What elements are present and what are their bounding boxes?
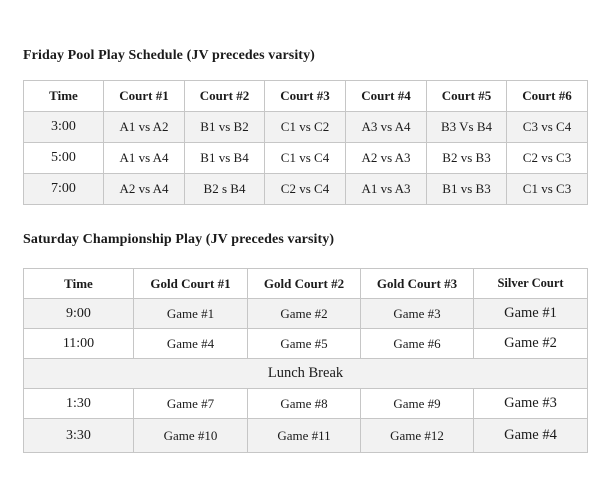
game-cell: Game #3: [360, 298, 474, 329]
match-cell: A2 vs A3: [345, 142, 427, 174]
friday-header-court-1: Court #1: [103, 80, 185, 112]
saturday-schedule-table: Time Gold Court #1 Gold Court #2 Gold Co…: [23, 268, 588, 453]
saturday-schedule-title: Saturday Championship Play (JV precedes …: [23, 232, 335, 247]
match-cell: C1 vs C2: [264, 111, 346, 143]
match-cell: C2 vs C4: [264, 173, 346, 205]
silver-game-cell: Game #3: [473, 388, 588, 419]
time-cell: 7:00: [23, 173, 104, 205]
time-cell: 11:00: [23, 328, 134, 359]
game-cell: Game #12: [360, 418, 474, 453]
friday-header-court-3: Court #3: [264, 80, 346, 112]
game-cell: Game #11: [247, 418, 361, 453]
saturday-row-130: 1:30 Game #7 Game #8 Game #9 Game #3: [23, 388, 588, 419]
friday-row-700: 7:00 A2 vs A4 B2 s B4 C2 vs C4 A1 vs A3 …: [23, 173, 588, 205]
friday-header-court-4: Court #4: [345, 80, 427, 112]
game-cell: Game #10: [133, 418, 248, 453]
match-cell: A1 vs A4: [103, 142, 185, 174]
time-cell: 1:30: [23, 388, 134, 419]
time-cell: 5:00: [23, 142, 104, 174]
friday-row-300: 3:00 A1 vs A2 B1 vs B2 C1 vs C2 A3 vs A4…: [23, 111, 588, 143]
time-cell: 3:00: [23, 111, 104, 143]
game-cell: Game #9: [360, 388, 474, 419]
time-cell: 9:00: [23, 298, 134, 329]
match-cell: C3 vs C4: [506, 111, 588, 143]
match-cell: C1 vs C4: [264, 142, 346, 174]
match-cell: A3 vs A4: [345, 111, 427, 143]
match-cell: B1 vs B3: [426, 173, 507, 205]
time-cell: 3:30: [23, 418, 134, 453]
friday-header-court-2: Court #2: [184, 80, 265, 112]
friday-header-court-5: Court #5: [426, 80, 507, 112]
game-cell: Game #2: [247, 298, 361, 329]
match-cell: B2 s B4: [184, 173, 265, 205]
game-cell: Game #4: [133, 328, 248, 359]
lunch-break-row: Lunch Break: [23, 358, 588, 389]
saturday-row-900: 9:00 Game #1 Game #2 Game #3 Game #1: [23, 298, 588, 329]
friday-row-500: 5:00 A1 vs A4 B1 vs B4 C1 vs C4 A2 vs A3…: [23, 142, 588, 174]
lunch-break-cell: Lunch Break: [23, 358, 588, 389]
friday-schedule-title: Friday Pool Play Schedule (JV precedes v…: [23, 48, 315, 63]
saturday-header-gold-1: Gold Court #1: [133, 268, 248, 299]
match-cell: A2 vs A4: [103, 173, 185, 205]
friday-header-row: Time Court #1 Court #2 Court #3 Court #4…: [23, 80, 588, 112]
match-cell: A1 vs A2: [103, 111, 185, 143]
friday-schedule-table: Time Court #1 Court #2 Court #3 Court #4…: [23, 80, 588, 205]
saturday-row-330: 3:30 Game #10 Game #11 Game #12 Game #4: [23, 418, 588, 453]
friday-header-time: Time: [23, 80, 104, 112]
match-cell: C1 vs C3: [506, 173, 588, 205]
silver-game-cell: Game #1: [473, 298, 588, 329]
friday-header-court-6: Court #6: [506, 80, 588, 112]
saturday-header-row: Time Gold Court #1 Gold Court #2 Gold Co…: [23, 268, 588, 299]
match-cell: B1 vs B2: [184, 111, 265, 143]
match-cell: B2 vs B3: [426, 142, 507, 174]
game-cell: Game #7: [133, 388, 248, 419]
saturday-header-time: Time: [23, 268, 134, 299]
silver-game-cell: Game #2: [473, 328, 588, 359]
game-cell: Game #1: [133, 298, 248, 329]
game-cell: Game #6: [360, 328, 474, 359]
match-cell: C2 vs C3: [506, 142, 588, 174]
silver-game-cell: Game #4: [473, 418, 588, 453]
saturday-row-1100: 11:00 Game #4 Game #5 Game #6 Game #2: [23, 328, 588, 359]
saturday-header-silver: Silver Court: [473, 268, 588, 299]
game-cell: Game #5: [247, 328, 361, 359]
game-cell: Game #8: [247, 388, 361, 419]
match-cell: B3 Vs B4: [426, 111, 507, 143]
match-cell: B1 vs B4: [184, 142, 265, 174]
saturday-header-gold-3: Gold Court #3: [360, 268, 474, 299]
saturday-header-gold-2: Gold Court #2: [247, 268, 361, 299]
match-cell: A1 vs A3: [345, 173, 427, 205]
